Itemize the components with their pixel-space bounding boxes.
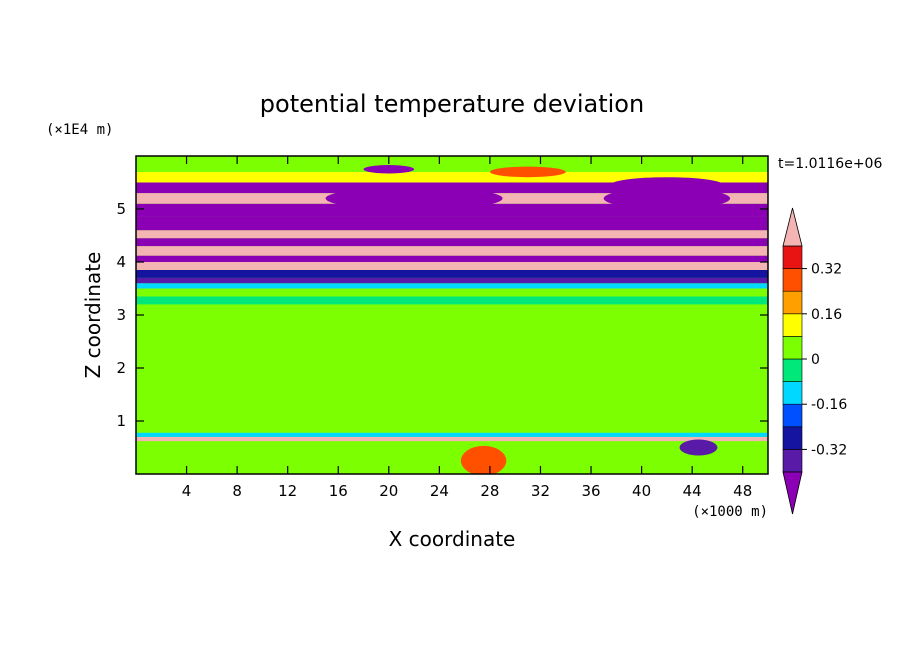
chart-title: potential temperature deviation xyxy=(260,90,644,118)
colorbar-segment xyxy=(782,268,803,292)
time-label: t=1.0116e+06 xyxy=(778,156,882,172)
colorbar-tick-label: -0.16 xyxy=(811,397,847,413)
colorbar-extend-bottom xyxy=(782,471,803,515)
heatmap-band xyxy=(136,171,768,183)
heatmap-plot-area xyxy=(136,156,768,474)
heatmap-band xyxy=(136,441,768,445)
colorbar-segment xyxy=(782,245,803,269)
heatmap-feature xyxy=(603,187,731,209)
x-tick-label: 28 xyxy=(480,482,499,500)
heatmap-band xyxy=(136,230,768,239)
x-tick-label: 24 xyxy=(430,482,449,500)
heatmap-band xyxy=(136,444,768,474)
heatmap-band xyxy=(136,277,768,284)
x-tick-label: 32 xyxy=(531,482,550,500)
x-tick-label: 20 xyxy=(379,482,398,500)
heatmap-band xyxy=(136,182,768,194)
y-tick-label: 3 xyxy=(116,306,126,324)
colorbar-extend-top xyxy=(782,207,803,247)
heatmap-band xyxy=(136,238,768,247)
colorbar-segment xyxy=(782,381,803,405)
heatmap-feature xyxy=(610,177,724,194)
colorbar-tick-label: 0.16 xyxy=(811,307,842,323)
heatmap-band xyxy=(136,421,768,433)
colorbar: 0.32 0.16 0 -0.16 -0.32 xyxy=(782,207,847,515)
heatmap-band xyxy=(136,246,768,256)
x-tick-label: 48 xyxy=(733,482,752,500)
y-tick-label: 5 xyxy=(116,200,126,218)
y-axis-label: Z coordinate xyxy=(81,252,105,379)
heatmap-band xyxy=(136,262,768,270)
colorbar-tick-label: 0.32 xyxy=(811,262,842,278)
colorbar-segment xyxy=(782,290,803,315)
colorbar-tick-label: -0.32 xyxy=(811,442,847,458)
colorbar-segment xyxy=(782,449,803,473)
y-tick-label: 1 xyxy=(116,412,126,430)
heatmap-band xyxy=(136,432,768,437)
heatmap-band xyxy=(136,436,768,442)
y-axis: 1 2 3 4 5 xyxy=(116,200,768,430)
colorbar-segment xyxy=(782,336,803,360)
heatmap-feature xyxy=(325,186,503,211)
x-tick-label: 44 xyxy=(683,482,702,500)
x-unit-label: (×1000 m) xyxy=(692,504,768,520)
heatmap-band xyxy=(136,156,768,172)
heatmap-feature xyxy=(363,165,415,174)
colorbar-tick-label: 0 xyxy=(811,352,820,368)
heatmap-band xyxy=(136,216,768,231)
colorbar-segment xyxy=(782,358,803,382)
heatmap-feature xyxy=(460,445,507,474)
colorbar-segment xyxy=(782,313,803,337)
heatmap-feature xyxy=(489,166,566,178)
x-tick-label: 40 xyxy=(632,482,651,500)
heatmap-band xyxy=(136,304,768,421)
x-axis-label: X coordinate xyxy=(389,527,516,551)
y-tick-label: 4 xyxy=(116,253,126,271)
heatmap-feature xyxy=(679,439,718,456)
x-tick-label: 16 xyxy=(329,482,348,500)
colorbar-segment xyxy=(782,426,803,450)
heatmap-band xyxy=(136,255,768,262)
y-tick-label: 2 xyxy=(116,359,126,377)
x-tick-label: 12 xyxy=(278,482,297,500)
heatmap-band xyxy=(136,269,768,278)
heatmap-band xyxy=(136,283,768,289)
heatmap-band xyxy=(136,288,768,297)
x-tick-label: 36 xyxy=(581,482,600,500)
colorbar-segment xyxy=(782,403,803,428)
x-tick-label: 4 xyxy=(182,482,192,500)
x-axis: 4 8 12 16 20 24 28 32 36 40 44 48 xyxy=(182,156,752,500)
heatmap-band xyxy=(136,296,768,305)
y-unit-label: (×1E4 m) xyxy=(46,122,113,138)
heatmap-band xyxy=(136,203,768,217)
x-tick-label: 8 xyxy=(232,482,242,500)
